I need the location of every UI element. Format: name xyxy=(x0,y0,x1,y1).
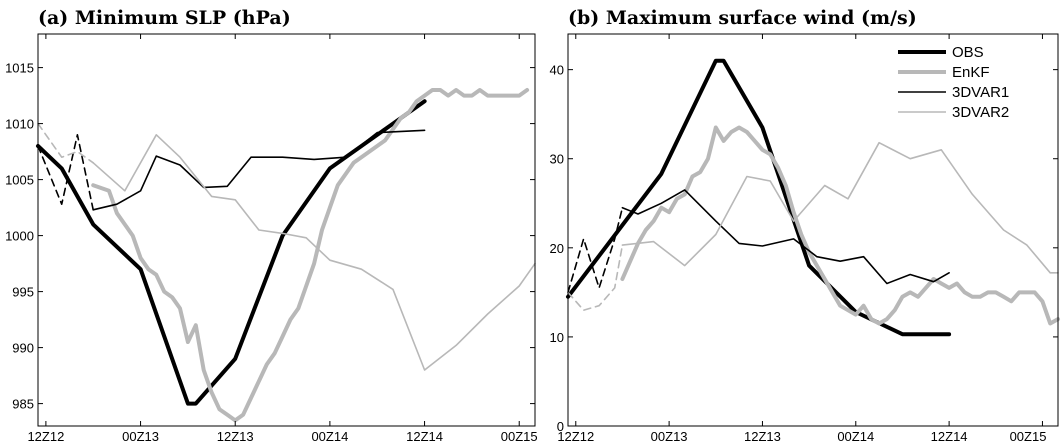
x-tick-label: 12Z12 xyxy=(27,429,64,444)
y-tick-label: 1005 xyxy=(5,173,34,188)
series-line-3dvar2 xyxy=(621,141,1059,274)
y-tick-label: 990 xyxy=(12,341,34,356)
y-tick-label: 1015 xyxy=(5,61,34,76)
series-line-enkf xyxy=(91,88,530,423)
x-tick-label: 12Z14 xyxy=(931,429,968,444)
y-tick-label: 20 xyxy=(550,241,564,256)
panel-a-tick-layer: 985 990 995 1000 1005 1010 1015 12Z12 00Z13 12Z13… xyxy=(5,34,538,444)
panel-b-maximum-surface-wind: (b) Maximum surface wind (m/s) 0 10 20 30 40… xyxy=(550,7,1060,444)
legend-label-3dvar1: 3DVAR1 xyxy=(952,84,1009,101)
legend-label-enkf: EnKF xyxy=(952,64,990,81)
y-tick-label: 30 xyxy=(550,152,564,167)
panel-b-title: (b) Maximum surface wind (m/s) xyxy=(568,7,917,29)
panel-b-tick-layer: 0 10 20 30 40 12Z12 00Z13 12Z13 00Z14 12Z14 00Z15 xyxy=(550,34,1058,444)
legend-label-3dvar2: 3DVAR2 xyxy=(952,104,1009,121)
x-tick-label: 12Z13 xyxy=(744,429,781,444)
series-line-3dvar1 xyxy=(92,129,426,211)
series-line-dashed-gray xyxy=(37,122,94,164)
x-tick-label: 12Z12 xyxy=(557,429,594,444)
x-tick-label: 00Z13 xyxy=(122,429,159,444)
series-line-dashed-black xyxy=(567,206,624,294)
panel-a-series-layer xyxy=(36,88,536,423)
y-tick-label: 0 xyxy=(557,419,564,434)
y-tick-label: 40 xyxy=(550,63,564,78)
x-tick-label: 00Z15 xyxy=(501,429,538,444)
series-line-3dvar1 xyxy=(621,189,950,285)
x-tick-label: 12Z13 xyxy=(217,429,254,444)
y-tick-label: 995 xyxy=(12,285,34,300)
y-tick-label: 1000 xyxy=(5,229,34,244)
x-tick-label: 00Z14 xyxy=(311,429,348,444)
y-tick-label: 985 xyxy=(12,397,34,412)
x-tick-label: 12Z14 xyxy=(406,429,443,444)
series-line-obs xyxy=(566,58,952,337)
x-tick-label: 00Z15 xyxy=(1010,429,1047,444)
x-tick-label: 00Z13 xyxy=(651,429,688,444)
series-line-dashed-black xyxy=(37,134,94,211)
y-tick-label: 10 xyxy=(550,330,564,345)
series-line-3dvar2 xyxy=(92,134,536,371)
legend-label-obs: OBS xyxy=(952,44,984,61)
panel-b-legend: OBS EnKF 3DVAR1 3DVAR2 xyxy=(898,44,1009,121)
x-tick-label: 00Z14 xyxy=(837,429,874,444)
series-line-obs xyxy=(36,99,427,406)
panel-a-axes-box xyxy=(37,33,536,427)
panel-a-minimum-slp: (a) Minimum SLP (hPa) 985 990 995 1000 1005 1… xyxy=(5,7,538,444)
series-line-enkf xyxy=(620,125,1060,326)
series-line-dashed-gray xyxy=(567,244,624,312)
y-tick-label: 1010 xyxy=(5,117,34,132)
panel-b-series-layer xyxy=(566,58,1060,337)
panel-b-axes-box xyxy=(567,33,1059,427)
panel-a-title: (a) Minimum SLP (hPa) xyxy=(38,7,291,29)
